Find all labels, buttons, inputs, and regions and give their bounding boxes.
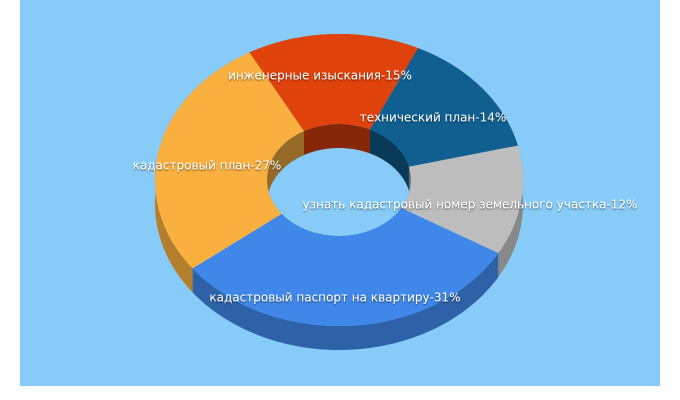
slice-outer-side: [192, 253, 499, 350]
slice-label: технический план-14%: [360, 111, 507, 125]
slice-label: кадастровый план-27%: [133, 159, 282, 173]
slice-label: инженерные изыскания-15%: [228, 69, 412, 83]
slice-inner-side: [303, 124, 370, 156]
slice: [249, 34, 419, 132]
slice-outer-side: [498, 145, 523, 277]
slice-label: кадастровый паспорт на квартиру-31%: [209, 291, 460, 305]
slice-inner-side: [369, 129, 409, 191]
slice: [155, 52, 304, 269]
slice: [192, 208, 499, 326]
slice: [401, 145, 523, 253]
slice: [369, 48, 518, 167]
slice-label: узнать кадастровый номер земельного учас…: [303, 198, 638, 212]
